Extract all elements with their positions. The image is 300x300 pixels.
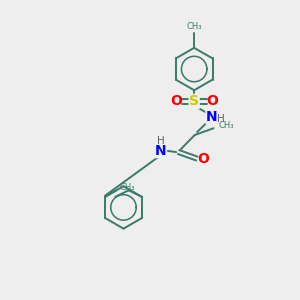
- Text: O: O: [206, 94, 218, 108]
- Text: CH₃: CH₃: [218, 121, 234, 130]
- Text: N: N: [206, 110, 218, 124]
- Text: CH₃: CH₃: [120, 184, 135, 193]
- Text: O: O: [197, 152, 208, 166]
- Text: N: N: [155, 144, 167, 158]
- Text: CH₃: CH₃: [186, 22, 202, 31]
- Text: O: O: [171, 94, 182, 108]
- Text: H: H: [217, 114, 224, 124]
- Text: S: S: [189, 94, 199, 108]
- Text: H: H: [157, 136, 164, 146]
